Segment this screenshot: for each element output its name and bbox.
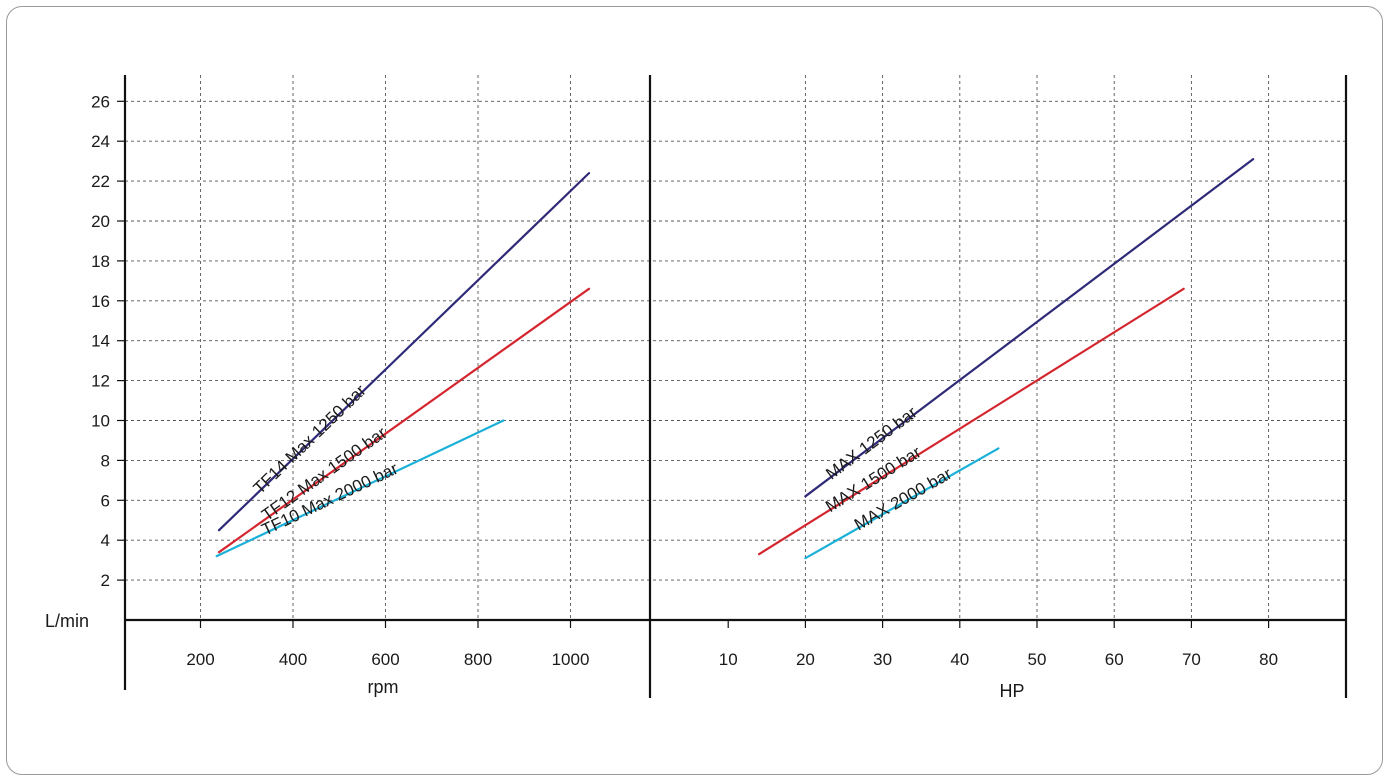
series-line: [215, 419, 505, 558]
x-tick-label: 80: [1259, 650, 1278, 669]
x-tick-label: 1000: [552, 650, 590, 669]
x-tick-label: 70: [1182, 650, 1201, 669]
chart-frame: [6, 6, 1383, 775]
x-tick-label: 600: [371, 650, 399, 669]
y-tick-label: 16: [91, 292, 110, 311]
x-axis-label-hp: HP: [999, 681, 1024, 701]
x-tick-label: 400: [279, 650, 307, 669]
x-tick-label: 40: [950, 650, 969, 669]
y-tick-label: 22: [91, 172, 110, 191]
x-tick-label: 30: [873, 650, 892, 669]
series-line: [217, 172, 591, 532]
x-tick-label: 800: [464, 650, 492, 669]
x-tick-label: 60: [1105, 650, 1124, 669]
y-tick-label: 4: [101, 531, 110, 550]
y-tick-label: 10: [91, 412, 110, 431]
y-tick-label: 12: [91, 372, 110, 391]
series-line: [804, 158, 1255, 498]
series-layer: [215, 158, 1255, 560]
y-tick-label: 24: [91, 132, 110, 151]
y-tick-label: 18: [91, 252, 110, 271]
y-tick-label: 26: [91, 92, 110, 111]
y-axis-label: L/min: [45, 611, 89, 631]
series-line: [217, 287, 591, 554]
series-line: [757, 287, 1185, 556]
y-tick-label: 2: [101, 571, 110, 590]
y-tick-label: 6: [101, 491, 110, 510]
x-tick-label: 20: [796, 650, 815, 669]
x-tick-label: 200: [186, 650, 214, 669]
y-tick-label: 20: [91, 212, 110, 231]
y-tick-label: 8: [101, 451, 110, 470]
x-tick-label: 10: [719, 650, 738, 669]
grid-layer: [125, 75, 1346, 620]
y-tick-label: 14: [91, 332, 110, 351]
axis-layer: [117, 75, 1348, 698]
x-axis-label-rpm: rpm: [368, 677, 399, 697]
series-line: [804, 447, 1000, 560]
x-tick-label: 50: [1028, 650, 1047, 669]
